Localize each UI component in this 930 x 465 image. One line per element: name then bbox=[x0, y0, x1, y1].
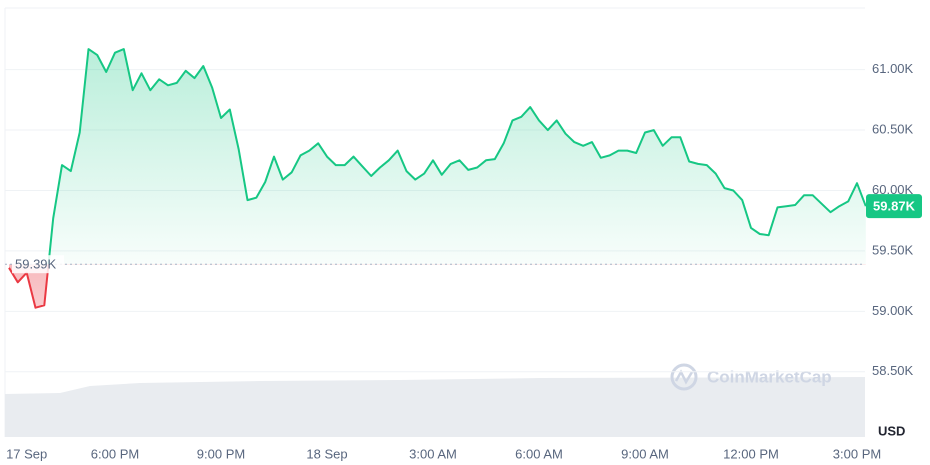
watermark-text: CoinMarketCap bbox=[707, 367, 832, 386]
x-tick-label: 9:00 AM bbox=[621, 446, 669, 461]
y-tick-label: 59.50K bbox=[872, 242, 914, 257]
volume-area bbox=[5, 377, 865, 437]
x-tick-label: 6:00 AM bbox=[515, 446, 563, 461]
baseline-label-bg bbox=[12, 255, 64, 274]
last-price-label: 59.87K bbox=[873, 199, 916, 214]
x-tick-label: 9:00 PM bbox=[197, 446, 245, 461]
price-line bbox=[8, 48, 867, 309]
y-tick-label: 58.50K bbox=[872, 363, 914, 378]
y-tick-label: 60.50K bbox=[872, 121, 914, 136]
y-tick-label: 60.00K bbox=[872, 182, 914, 197]
x-tick-label: 12:00 PM bbox=[723, 446, 779, 461]
y-tick-label: 61.00K bbox=[872, 61, 914, 76]
price-area bbox=[9, 49, 866, 308]
x-tick-label: 17 Sep bbox=[6, 446, 47, 461]
x-tick-label: 3:00 PM bbox=[833, 446, 881, 461]
currency-label: USD bbox=[878, 423, 905, 438]
x-tick-label: 18 Sep bbox=[306, 446, 347, 461]
last-price-badge bbox=[866, 194, 922, 219]
y-tick-label: 59.00K bbox=[872, 303, 914, 318]
baseline-label: 59.39K bbox=[15, 257, 57, 272]
x-tick-label: 3:00 AM bbox=[409, 446, 457, 461]
x-tick-label: 6:00 PM bbox=[91, 446, 139, 461]
